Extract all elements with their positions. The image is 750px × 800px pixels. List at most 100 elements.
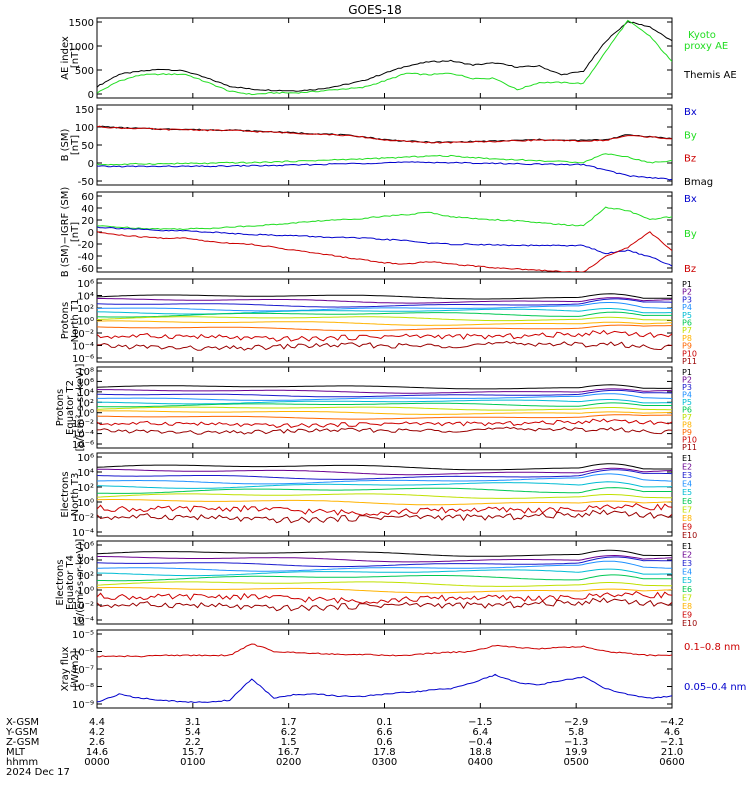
y-tick-label: 10⁴: [77, 292, 94, 303]
channel-label: E9: [682, 522, 692, 531]
y-tick-label: 10⁻⁴: [72, 616, 94, 627]
series-line: [97, 125, 672, 144]
y-axis-label: AE index: [60, 36, 71, 80]
y-tick-label: 1500: [69, 18, 94, 29]
channel-line: [97, 554, 672, 563]
channel-line: [97, 560, 672, 572]
channel-label: P3: [682, 383, 692, 392]
y-axis-label: Protons: [60, 302, 71, 339]
x-axis-table: X-GSM 4.4 3.1 1.7 0.1 −1.5 −2.9 −4.2 Y-GSM 4.2 5.4…: [5, 717, 685, 778]
channel-label: P9: [682, 428, 692, 437]
channel-label: P6: [682, 319, 692, 328]
x-axis-value: 17.8: [373, 747, 395, 758]
y-tick-label: 500: [75, 66, 94, 77]
panel-frame: [96, 17, 673, 99]
y-axis-label: B (SM): [60, 128, 71, 161]
y-tick-label: 10⁻⁶: [72, 354, 94, 365]
legend-label: Bx: [684, 107, 697, 118]
y-tick-label: 10⁻⁶: [72, 440, 94, 451]
channel-line: [97, 302, 672, 312]
legend-label: proxy AE: [684, 41, 728, 52]
y-tick-label: 10⁴: [77, 468, 94, 479]
x-axis-value: 3.1: [185, 717, 201, 728]
x-axis-value: −2.1: [660, 737, 684, 748]
x-axis-value: −1.5: [468, 717, 492, 728]
channel-line: [97, 329, 672, 342]
y-tick-label: 0: [88, 228, 94, 239]
channel-line: [97, 410, 672, 415]
legend-label: Bx: [684, 194, 697, 205]
channel-label: P5: [682, 398, 692, 407]
y-axis-label: Protons: [55, 389, 66, 426]
channel-label: E9: [682, 610, 692, 619]
x-axis-value: 0200: [276, 757, 301, 768]
channel-label: E6: [682, 585, 692, 594]
y-tick-label: 10⁻⁸: [72, 683, 94, 694]
x-axis-value: −2.9: [564, 717, 588, 728]
x-axis-value: 0600: [659, 757, 684, 768]
channel-label: E7: [682, 593, 692, 602]
channel-line: [97, 591, 672, 604]
y-tick-label: -20: [78, 240, 94, 251]
channel-line: [97, 389, 672, 398]
channel-label: E10: [682, 619, 697, 628]
y-tick-label: 10⁻²: [72, 329, 94, 340]
x-axis-value: 0500: [563, 757, 588, 768]
y-axis-label: Xray flux: [60, 647, 71, 692]
series-line: [97, 153, 672, 166]
panel-2: 150 100 50 0 -50 B (SM) [nT] Bx By Bz Bmag: [60, 104, 713, 188]
legend-label: Themis AE: [683, 70, 737, 81]
channel-line: [97, 473, 672, 485]
channel-label: E1: [682, 454, 692, 463]
channel-label: E7: [682, 505, 692, 514]
y-tick-label: 10⁰: [77, 409, 94, 420]
x-axis-value: 0000: [84, 757, 109, 768]
y-axis-label: [nT]: [70, 135, 81, 155]
y-tick-label: 10⁻²: [72, 601, 94, 612]
channel-line: [97, 293, 672, 300]
x-axis-value: 0.6: [377, 737, 393, 748]
channel-label: P6: [682, 406, 692, 415]
channel-line: [97, 399, 672, 405]
series-line: [97, 643, 672, 658]
channel-label: E4: [682, 480, 692, 489]
x-axis-value: 19.9: [565, 747, 587, 758]
channel-label: E10: [682, 531, 697, 540]
y-tick-label: 1000: [69, 42, 94, 53]
panel-frame: [96, 629, 673, 709]
x-axis-value: 2.6: [89, 737, 105, 748]
y-tick-label: 10²: [77, 304, 94, 315]
y-tick-label: 10⁶: [77, 377, 94, 388]
channel-label: E5: [682, 576, 692, 585]
channel-label: E8: [682, 514, 692, 523]
y-axis-label: Equator T4: [65, 555, 76, 610]
x-axis-row-label: Y-GSM: [5, 727, 38, 738]
channel-line: [97, 469, 672, 480]
channel-label: P11: [682, 357, 697, 366]
x-axis-row-label: Z-GSM: [6, 737, 39, 748]
channel-line: [97, 393, 672, 401]
y-tick-label: 10⁶: [77, 453, 94, 464]
channel-label: E4: [682, 568, 692, 577]
series-line: [97, 226, 672, 267]
channel-line: [97, 311, 672, 318]
channel-line: [97, 487, 672, 494]
x-axis-date: 2024 Dec 17: [6, 767, 70, 778]
y-axis-label: Equator T2: [65, 380, 76, 435]
y-axis-label: [nT]: [70, 48, 81, 68]
y-tick-label: 10⁻²: [72, 419, 94, 430]
channel-label: P10: [682, 436, 697, 445]
x-axis-value: −0.4: [468, 737, 492, 748]
channel-line: [97, 574, 672, 582]
y-tick-label: 10²: [77, 571, 94, 582]
x-axis-value: 6.2: [281, 727, 297, 738]
channel-line: [97, 463, 672, 471]
channel-line: [97, 418, 672, 428]
channel-line: [97, 587, 672, 594]
channel-label: E3: [682, 471, 692, 480]
channel-line: [97, 414, 672, 420]
